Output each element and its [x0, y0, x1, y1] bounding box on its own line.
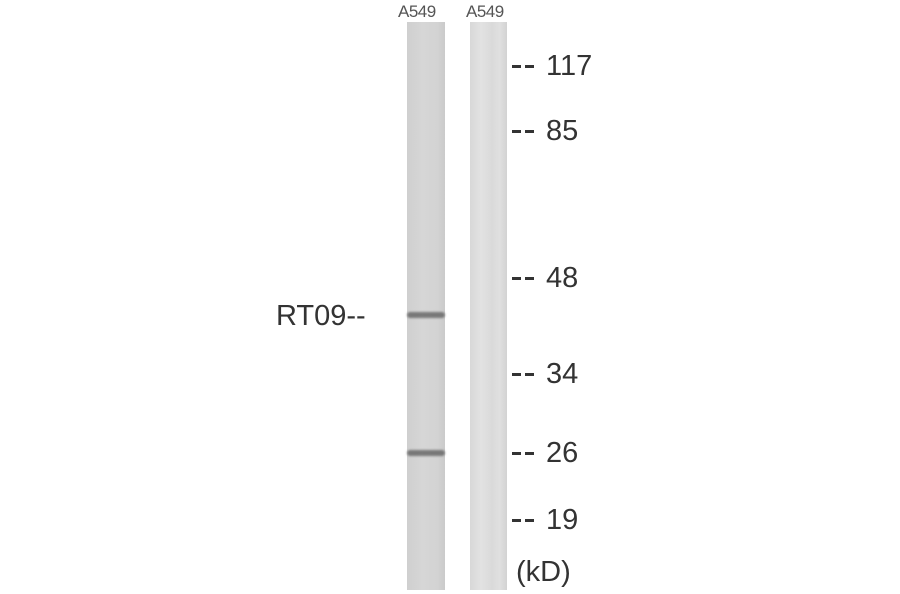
lane-2-label: A549	[466, 2, 504, 21]
marker-tick	[512, 277, 534, 280]
marker-117: 117	[512, 50, 592, 83]
marker-tick	[512, 452, 534, 455]
marker-value: 48	[546, 262, 579, 294]
marker-85: 85	[512, 115, 578, 148]
marker-tick	[512, 130, 534, 133]
marker-26: 26	[512, 437, 578, 470]
marker-48: 48	[512, 262, 578, 295]
marker-tick	[512, 373, 534, 376]
marker-value: 34	[546, 358, 579, 390]
marker-value: 26	[546, 437, 579, 469]
marker-value: 19	[546, 504, 579, 536]
lane-1	[407, 22, 445, 590]
lane-2	[470, 22, 507, 590]
band-rt09	[407, 312, 445, 318]
marker-tick	[512, 65, 534, 68]
marker-value: 85	[546, 115, 579, 147]
lane-1-label: A549	[398, 2, 436, 21]
marker-tick	[512, 519, 534, 522]
band-lower	[407, 450, 445, 456]
unit-label: (kD)	[516, 556, 571, 588]
marker-19: 19	[512, 504, 578, 537]
marker-value: 117	[546, 50, 593, 82]
marker-34: 34	[512, 358, 578, 391]
protein-label: RT09--	[276, 300, 366, 332]
